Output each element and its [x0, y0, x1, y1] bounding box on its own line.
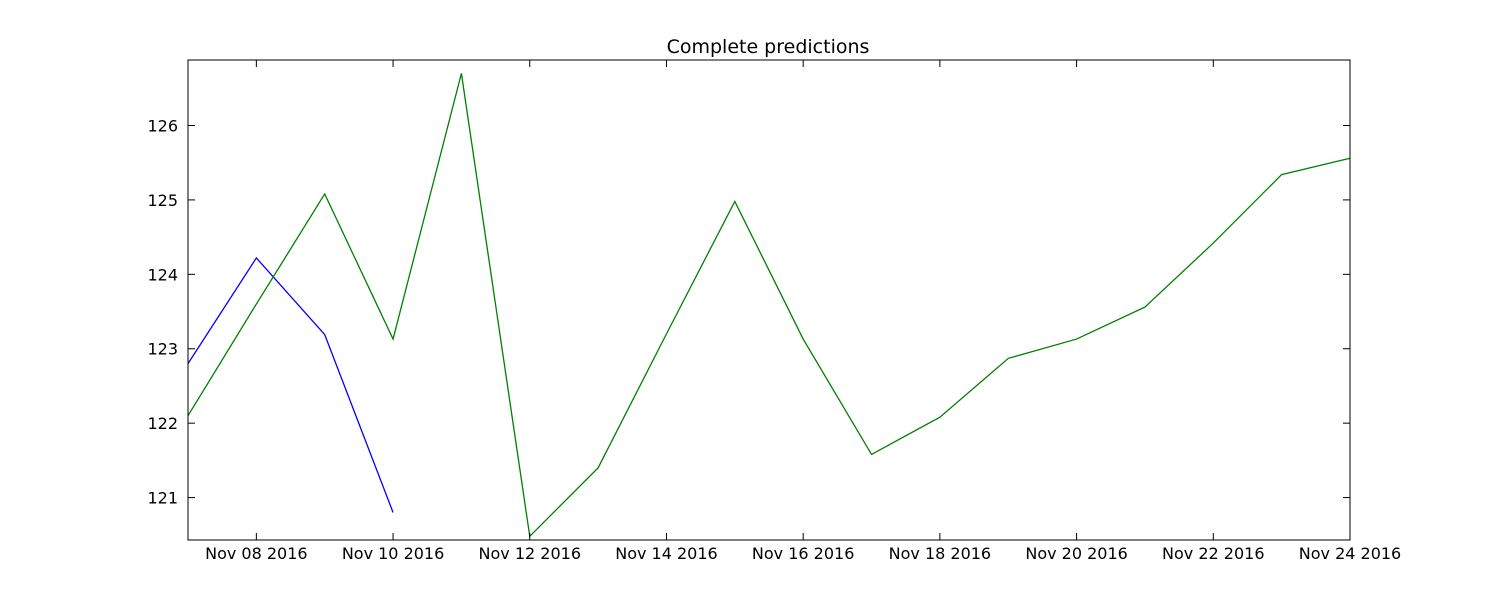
y-tick-label: 126 — [147, 116, 178, 135]
x-tick-label: Nov 14 2016 — [615, 544, 717, 563]
x-tick-label: Nov 18 2016 — [889, 544, 991, 563]
x-tick-label: Nov 08 2016 — [205, 544, 307, 563]
series-line-1 — [187, 256, 394, 513]
y-tick-label: 121 — [147, 489, 178, 508]
x-tick-label: Nov 22 2016 — [1162, 544, 1264, 563]
series-layer — [187, 73, 1351, 538]
x-tick-label: Nov 12 2016 — [479, 544, 581, 563]
plot-frame — [187, 59, 1351, 541]
x-tick-label: Nov 16 2016 — [752, 544, 854, 563]
y-tick-label: 125 — [147, 191, 178, 210]
series-line-2 — [187, 73, 1351, 538]
x-tick-label: Nov 20 2016 — [1025, 544, 1127, 563]
chart-title: Complete predictions — [667, 36, 870, 58]
y-tick-label: 122 — [147, 414, 178, 433]
x-tick-label: Nov 24 2016 — [1299, 544, 1401, 563]
x-tick-label: Nov 10 2016 — [342, 544, 444, 563]
axes-layer: Nov 08 2016 Nov 10 2016 Nov 12 2016 Nov 14 … — [147, 60, 1401, 563]
y-tick-label: 123 — [147, 340, 178, 359]
y-tick-label: 124 — [147, 265, 178, 284]
